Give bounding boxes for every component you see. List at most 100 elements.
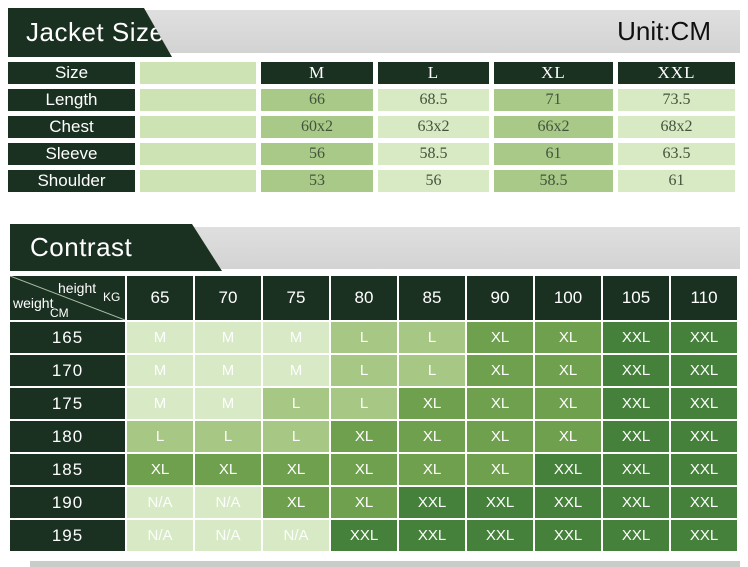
jacket-size-banner: Jacket Size	[8, 8, 172, 57]
contrast-column-header: 80	[331, 276, 397, 320]
contrast-size-cell: L	[399, 355, 465, 386]
contrast-size-cell: XXL	[603, 421, 669, 452]
size-table-blank-cell	[140, 62, 256, 84]
contrast-size-cell: N/A	[127, 487, 193, 518]
contrast-size-cell: XL	[467, 454, 533, 485]
corner-axis-kg-label: KG	[103, 290, 121, 304]
contrast-size-cell: XL	[467, 421, 533, 452]
contrast-size-cell: M	[127, 355, 193, 386]
contrast-size-cell: XXL	[467, 520, 533, 551]
contrast-size-cell: N/A	[195, 520, 261, 551]
contrast-size-cell: XL	[263, 454, 329, 485]
contrast-size-cell: L	[331, 355, 397, 386]
size-table-column-header: L	[378, 62, 489, 84]
size-table-value-cell: 66	[261, 89, 373, 111]
contrast-size-cell: XXL	[603, 520, 669, 551]
contrast-size-cell: XXL	[535, 487, 601, 518]
size-table-value-cell: 60x2	[261, 116, 373, 138]
contrast-size-cell: XXL	[671, 388, 737, 419]
contrast-size-cell: XXL	[671, 355, 737, 386]
contrast-size-cell: XXL	[535, 454, 601, 485]
size-table-value-cell: 63x2	[378, 116, 489, 138]
size-table-column-header: M	[261, 62, 373, 84]
size-table-value-cell: 61	[494, 143, 613, 165]
contrast-size-cell: M	[195, 388, 261, 419]
contrast-size-cell: N/A	[127, 520, 193, 551]
contrast-size-cell: XL	[399, 388, 465, 419]
contrast-column-header: 65	[127, 276, 193, 320]
contrast-column-header: 70	[195, 276, 261, 320]
contrast-size-cell: XXL	[671, 421, 737, 452]
size-table-value-cell: 58.5	[378, 143, 489, 165]
size-table-column-header: XL	[494, 62, 613, 84]
contrast-size-cell: L	[399, 322, 465, 353]
contrast-size-cell: XL	[331, 454, 397, 485]
size-table-blank-cell	[140, 116, 256, 138]
jacket-size-table: Size M L XL XXL Length 66 68.5 71 73.5 Chest 60x2 63…	[8, 62, 735, 192]
size-table-value-cell: 68.5	[378, 89, 489, 111]
contrast-size-cell: XL	[399, 421, 465, 452]
contrast-size-cell: XL	[467, 322, 533, 353]
corner-axis-cm-label: CM	[50, 306, 69, 320]
contrast-column-header: 90	[467, 276, 533, 320]
contrast-row-label: 190	[10, 487, 125, 518]
contrast-size-cell: XL	[331, 421, 397, 452]
corner-axis-weight-label: weight	[13, 295, 54, 311]
contrast-size-cell: L	[127, 421, 193, 452]
contrast-size-cell: XL	[127, 454, 193, 485]
size-table-value-cell: 71	[494, 89, 613, 111]
contrast-size-cell: XXL	[603, 322, 669, 353]
contrast-size-cell: XXL	[671, 520, 737, 551]
contrast-corner-cell: height KG weight CM	[10, 276, 125, 320]
size-table-value-cell: 63.5	[618, 143, 735, 165]
contrast-column-header: 85	[399, 276, 465, 320]
contrast-size-cell: XL	[467, 355, 533, 386]
contrast-size-cell: XXL	[603, 454, 669, 485]
contrast-size-cell: XXL	[603, 355, 669, 386]
corner-axis-height-label: height	[58, 280, 97, 296]
diagonal-divider-line	[10, 276, 125, 320]
contrast-row-label: 175	[10, 388, 125, 419]
contrast-size-cell: L	[331, 388, 397, 419]
contrast-size-cell: M	[263, 355, 329, 386]
size-table-value-cell: 56	[261, 143, 373, 165]
contrast-size-cell: M	[263, 322, 329, 353]
size-table-value-cell: 61	[618, 170, 735, 192]
contrast-column-header: 75	[263, 276, 329, 320]
contrast-size-cell: XL	[399, 454, 465, 485]
contrast-size-cell: XL	[535, 355, 601, 386]
size-table-value-cell: 73.5	[618, 89, 735, 111]
unit-label: Unit:CM	[617, 16, 711, 46]
size-table-blank-cell	[140, 170, 256, 192]
contrast-size-cell: XL	[195, 454, 261, 485]
contrast-size-cell: M	[127, 322, 193, 353]
contrast-row-label: 185	[10, 454, 125, 485]
contrast-column-header: 110	[671, 276, 737, 320]
contrast-size-cell: XXL	[331, 520, 397, 551]
size-table-value-cell: 58.5	[494, 170, 613, 192]
contrast-size-cell: XL	[331, 487, 397, 518]
contrast-banner: Contrast	[10, 224, 222, 271]
size-table-column-header: XXL	[618, 62, 735, 84]
contrast-size-cell: XXL	[603, 487, 669, 518]
size-table-blank-cell	[140, 143, 256, 165]
contrast-size-cell: XXL	[671, 454, 737, 485]
contrast-size-cell: N/A	[263, 520, 329, 551]
size-table-row-label: Length	[8, 89, 135, 111]
contrast-table: height KG weight CM 65 70 75 80 85 90 100 105 11…	[10, 276, 737, 551]
contrast-size-cell: XL	[535, 388, 601, 419]
contrast-size-cell: XXL	[603, 388, 669, 419]
contrast-size-cell: L	[263, 421, 329, 452]
contrast-size-cell: XXL	[399, 487, 465, 518]
contrast-size-cell: XXL	[467, 487, 533, 518]
size-table-value-cell: 56	[378, 170, 489, 192]
size-table-row-label: Shoulder	[8, 170, 135, 192]
contrast-size-cell: XXL	[399, 520, 465, 551]
next-section-edge	[30, 561, 740, 567]
size-table-value-cell: 53	[261, 170, 373, 192]
contrast-title: Contrast	[30, 232, 133, 262]
size-table-corner-label: Size	[8, 62, 135, 84]
contrast-size-cell: M	[195, 322, 261, 353]
contrast-size-cell: XL	[535, 322, 601, 353]
